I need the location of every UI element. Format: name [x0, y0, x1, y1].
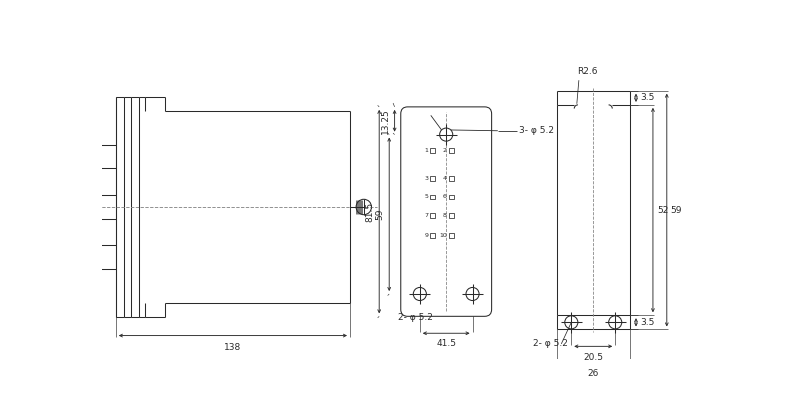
Text: 3- φ 5.2: 3- φ 5.2	[519, 126, 554, 135]
Text: 5: 5	[424, 195, 428, 199]
Text: 26: 26	[587, 370, 599, 378]
Text: 9: 9	[424, 233, 428, 238]
Text: 20.5: 20.5	[583, 353, 603, 361]
Text: 2- φ 5.2: 2- φ 5.2	[398, 313, 433, 322]
Text: 3.5: 3.5	[640, 318, 654, 327]
Text: 2: 2	[442, 148, 446, 153]
Text: 1: 1	[424, 148, 428, 153]
Text: R2.6: R2.6	[578, 67, 598, 77]
Text: 3: 3	[424, 176, 428, 181]
Text: 13.25: 13.25	[381, 108, 390, 134]
Text: 138: 138	[224, 343, 242, 352]
Text: 7: 7	[424, 213, 428, 218]
Text: 81.5: 81.5	[366, 202, 374, 222]
Text: 59: 59	[670, 206, 682, 214]
Text: 41.5: 41.5	[436, 339, 456, 349]
Text: 2- φ 5.2: 2- φ 5.2	[533, 339, 568, 348]
Text: 6: 6	[442, 195, 446, 199]
Text: 10: 10	[439, 233, 446, 238]
Text: 8: 8	[442, 213, 446, 218]
Text: 59: 59	[375, 208, 385, 220]
Text: 4: 4	[442, 176, 446, 181]
Text: 3.5: 3.5	[640, 93, 654, 102]
Text: 52: 52	[657, 206, 668, 214]
